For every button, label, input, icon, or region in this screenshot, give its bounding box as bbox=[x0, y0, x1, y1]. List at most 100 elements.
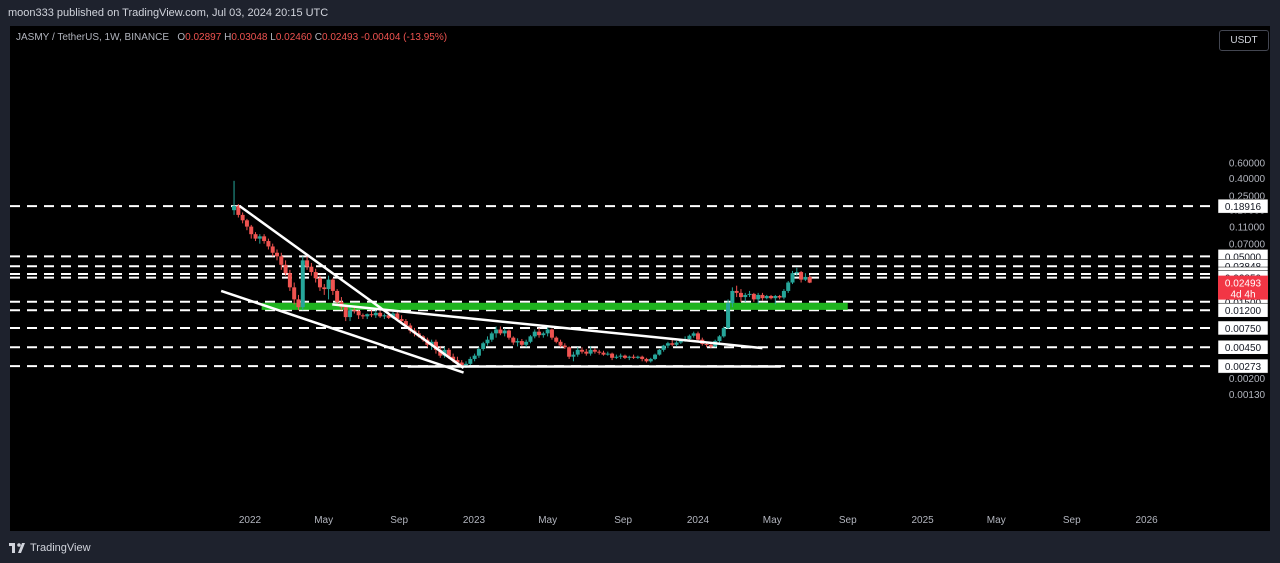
level-tag-7 bbox=[1217, 320, 1269, 336]
candle-body-7 bbox=[262, 236, 267, 242]
candle-body-130 bbox=[790, 273, 795, 283]
candle-body-63 bbox=[502, 330, 507, 334]
close-label: C bbox=[314, 32, 322, 43]
candle-129 bbox=[786, 281, 791, 293]
candle-body-125 bbox=[769, 295, 774, 299]
level-tag-6 bbox=[1217, 302, 1269, 318]
currency-button[interactable]: USDT bbox=[1219, 30, 1269, 51]
candle-body-12 bbox=[283, 264, 288, 274]
level-tag-label-0: 0.18916 bbox=[1225, 202, 1262, 213]
candle-body-118 bbox=[738, 292, 743, 298]
candle-130 bbox=[790, 270, 795, 285]
candle-body-97 bbox=[648, 358, 653, 362]
candle-121 bbox=[751, 292, 756, 302]
candle-body-93 bbox=[631, 356, 636, 358]
candle-7 bbox=[262, 234, 267, 244]
level-tag-label-6: 0.01200 bbox=[1225, 306, 1262, 317]
candle-body-121 bbox=[751, 293, 756, 300]
candle-71 bbox=[537, 327, 542, 338]
candle-body-128 bbox=[781, 290, 786, 298]
candle-body-95 bbox=[640, 356, 645, 359]
x-tick-label-12: 2026 bbox=[1135, 515, 1158, 526]
candle-3 bbox=[244, 218, 249, 231]
candle-body-74 bbox=[549, 329, 554, 338]
candle-22 bbox=[326, 275, 331, 300]
candle-83 bbox=[588, 346, 593, 356]
candle-body-70 bbox=[532, 331, 537, 337]
candle-19 bbox=[313, 268, 318, 283]
candle-body-96 bbox=[644, 358, 649, 362]
candle-body-123 bbox=[760, 294, 765, 299]
candle-body-77 bbox=[562, 345, 567, 348]
x-tick-label-3: 2023 bbox=[463, 515, 486, 526]
candle-body-28 bbox=[352, 310, 357, 312]
candle-11 bbox=[279, 252, 284, 270]
open-value: 0.02897 bbox=[185, 32, 222, 43]
candle-88 bbox=[610, 352, 615, 361]
candle-body-66 bbox=[515, 341, 520, 343]
candle-2 bbox=[240, 212, 245, 224]
publish-info: moon333 published on TradingView.com, Ju… bbox=[8, 7, 329, 19]
candle-117 bbox=[734, 285, 739, 298]
footer-bar: TradingView bbox=[0, 531, 1280, 563]
candle-body-87 bbox=[605, 353, 610, 355]
candle-body-76 bbox=[558, 341, 563, 346]
x-tick-label-8: Sep bbox=[839, 515, 857, 526]
candle-31 bbox=[365, 313, 370, 320]
symbol-legend: JASMY / TetherUS, 1W, BINANCE O0.02897 H… bbox=[16, 32, 447, 43]
candle-122 bbox=[756, 292, 761, 305]
candle-82 bbox=[584, 348, 589, 356]
candle-114 bbox=[721, 326, 726, 338]
candle-body-129 bbox=[786, 282, 791, 291]
candle-62 bbox=[498, 326, 503, 336]
candle-33 bbox=[373, 310, 378, 318]
candle-108 bbox=[696, 331, 700, 342]
candle-73 bbox=[545, 326, 550, 337]
candle-body-124 bbox=[764, 295, 769, 299]
open-label: O bbox=[177, 32, 186, 43]
candle-body-5 bbox=[253, 234, 258, 239]
candle-134 bbox=[807, 275, 812, 284]
candle-99 bbox=[657, 348, 662, 356]
candle-93 bbox=[631, 354, 636, 359]
price-chart[interactable]: 0.600000.400000.250000.170000.110000.070… bbox=[10, 26, 1270, 531]
close-value: 0.02493 bbox=[321, 32, 359, 43]
brand-name: TradingView bbox=[30, 542, 91, 554]
candle-body-102 bbox=[670, 343, 675, 345]
candle-body-35 bbox=[382, 315, 387, 317]
x-tick-label-11: Sep bbox=[1063, 515, 1081, 526]
candle-body-98 bbox=[653, 354, 658, 359]
candle-body-81 bbox=[580, 349, 585, 352]
candle-61 bbox=[494, 326, 499, 338]
candle-body-99 bbox=[657, 349, 662, 355]
candle-64 bbox=[506, 329, 511, 340]
candle-118 bbox=[738, 289, 743, 302]
candle-body-56 bbox=[472, 355, 477, 359]
candle-body-46 bbox=[429, 341, 434, 345]
change-value: -0.00404 (-13.95%) bbox=[360, 32, 448, 43]
candle-127 bbox=[777, 294, 782, 300]
tradingview-logo-icon bbox=[9, 543, 25, 553]
candle-body-69 bbox=[528, 336, 533, 342]
level-tag-8 bbox=[1217, 339, 1269, 355]
candle-15 bbox=[296, 294, 301, 311]
candle-body-92 bbox=[627, 356, 632, 358]
candle-body-31 bbox=[365, 314, 370, 317]
level-tag-label-7: 0.00750 bbox=[1225, 324, 1262, 335]
candle-113 bbox=[717, 335, 722, 343]
candle-115 bbox=[726, 299, 731, 329]
candle-8 bbox=[266, 238, 271, 250]
high-value: 0.03048 bbox=[231, 32, 268, 43]
candle-body-24 bbox=[335, 290, 340, 302]
support-zone bbox=[261, 302, 848, 310]
trendline-0 bbox=[238, 204, 465, 369]
candle-100 bbox=[661, 344, 666, 352]
candle-body-72 bbox=[541, 333, 546, 336]
candle-body-21 bbox=[322, 287, 327, 290]
candle-body-15 bbox=[296, 299, 301, 308]
candle-56 bbox=[472, 353, 477, 362]
candle-body-33 bbox=[373, 312, 378, 316]
chart-pane[interactable]: 0.600000.400000.250000.170000.110000.070… bbox=[10, 26, 1270, 531]
y-tick-label-11: 0.00130 bbox=[1229, 390, 1266, 401]
candle-4 bbox=[249, 224, 254, 239]
